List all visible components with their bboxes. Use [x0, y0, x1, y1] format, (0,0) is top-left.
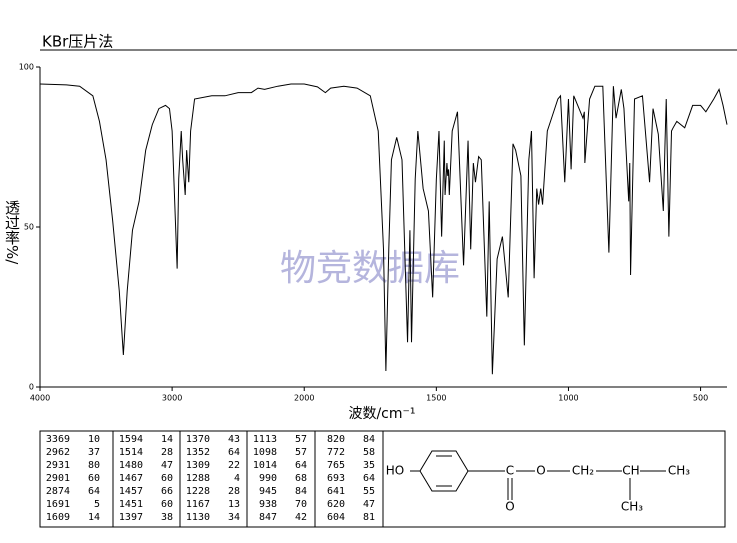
- peak-wavenumber: 2874: [46, 486, 70, 497]
- y-tick-label: 50: [24, 223, 34, 232]
- peak-wavenumber: 990: [259, 473, 277, 484]
- peak-transmittance: 14: [161, 434, 173, 445]
- structure-label: O: [536, 464, 545, 478]
- peak-wavenumber: 1514: [119, 447, 143, 458]
- y-axis-label: 透过率%/: [3, 200, 21, 265]
- peak-wavenumber: 1113: [253, 434, 277, 445]
- structure-label: CH₃: [621, 500, 643, 514]
- watermark: 物竞数据库: [280, 248, 460, 289]
- structure-label: CH: [622, 464, 639, 478]
- peak-transmittance: 22: [228, 460, 240, 471]
- peak-wavenumber: 1609: [46, 512, 70, 523]
- peak-wavenumber: 945: [259, 486, 277, 497]
- peak-transmittance: 42: [295, 512, 307, 523]
- peak-transmittance: 57: [295, 447, 307, 458]
- peak-transmittance: 38: [161, 512, 173, 523]
- peak-transmittance: 28: [161, 447, 173, 458]
- header-title: KBr压片法: [42, 33, 113, 51]
- peak-wavenumber: 1480: [119, 460, 143, 471]
- peak-transmittance: 64: [88, 486, 100, 497]
- peak-transmittance: 13: [228, 499, 240, 510]
- peak-transmittance: 80: [88, 460, 100, 471]
- peak-transmittance: 5: [94, 499, 100, 510]
- benzene-ring: [419, 450, 469, 492]
- peak-wavenumber: 1167: [186, 499, 210, 510]
- peak-transmittance: 64: [363, 473, 375, 484]
- x-tick-label: 2000: [294, 394, 314, 403]
- peak-wavenumber: 1288: [186, 473, 210, 484]
- peak-wavenumber: 1451: [119, 499, 143, 510]
- peak-wavenumber: 620: [327, 499, 345, 510]
- peak-transmittance: 55: [363, 486, 375, 497]
- peak-wavenumber: 1352: [186, 447, 210, 458]
- y-tick-label: 0: [29, 383, 34, 392]
- peak-wavenumber: 2901: [46, 473, 70, 484]
- peak-wavenumber: 820: [327, 434, 345, 445]
- peak-wavenumber: 1130: [186, 512, 210, 523]
- x-tick-label: 1000: [558, 394, 578, 403]
- peak-wavenumber: 1370: [186, 434, 210, 445]
- peak-wavenumber: 604: [327, 512, 345, 523]
- peak-transmittance: 58: [363, 447, 375, 458]
- peak-wavenumber: 1457: [119, 486, 143, 497]
- x-tick-label: 4000: [30, 394, 50, 403]
- peak-wavenumber: 641: [327, 486, 345, 497]
- peak-wavenumber: 938: [259, 499, 277, 510]
- x-axis-label: 波数/cm⁻¹: [348, 406, 415, 422]
- peak-wavenumber: 1309: [186, 460, 210, 471]
- peak-wavenumber: 2962: [46, 447, 70, 458]
- peak-transmittance: 35: [363, 460, 375, 471]
- peak-wavenumber: 1397: [119, 512, 143, 523]
- peak-transmittance: 70: [295, 499, 307, 510]
- peak-transmittance: 14: [88, 512, 100, 523]
- peak-transmittance: 47: [363, 499, 375, 510]
- peak-transmittance: 10: [88, 434, 100, 445]
- structure-label: O: [505, 500, 514, 514]
- peak-transmittance: 37: [88, 447, 100, 458]
- peak-wavenumber: 1467: [119, 473, 143, 484]
- peak-wavenumber: 765: [327, 460, 345, 471]
- peak-transmittance: 66: [161, 486, 173, 497]
- peak-wavenumber: 693: [327, 473, 345, 484]
- peak-transmittance: 60: [161, 473, 173, 484]
- peak-transmittance: 57: [295, 434, 307, 445]
- peak-transmittance: 28: [228, 486, 240, 497]
- peak-wavenumber: 1098: [253, 447, 277, 458]
- peak-wavenumber: 2931: [46, 460, 70, 471]
- peak-wavenumber: 1014: [253, 460, 277, 471]
- peak-transmittance: 84: [363, 434, 375, 445]
- peak-wavenumber: 3369: [46, 434, 70, 445]
- x-tick-label: 1500: [426, 394, 446, 403]
- peak-wavenumber: 847: [259, 512, 277, 523]
- structure: [410, 450, 666, 500]
- peak-wavenumber: 1594: [119, 434, 143, 445]
- peak-transmittance: 60: [161, 499, 173, 510]
- peak-wavenumber: 772: [327, 447, 345, 458]
- structure-label: CH₃: [668, 464, 690, 478]
- peak-transmittance: 34: [228, 512, 240, 523]
- peak-transmittance: 64: [295, 460, 307, 471]
- peak-transmittance: 43: [228, 434, 240, 445]
- structure-label: C: [506, 464, 514, 478]
- spectrum-line: [39, 83, 728, 375]
- peak-wavenumber: 1691: [46, 499, 70, 510]
- peak-transmittance: 60: [88, 473, 100, 484]
- peak-transmittance: 4: [234, 473, 240, 484]
- peak-transmittance: 81: [363, 512, 375, 523]
- y-tick-label: 100: [19, 63, 34, 72]
- structure-label: CH₂: [572, 464, 594, 478]
- peak-transmittance: 68: [295, 473, 307, 484]
- peak-transmittance: 64: [228, 447, 240, 458]
- peak-wavenumber: 1228: [186, 486, 210, 497]
- peak-transmittance: 47: [161, 460, 173, 471]
- peak-transmittance: 84: [295, 486, 307, 497]
- x-tick-label: 3000: [162, 394, 182, 403]
- structure-label: HO: [386, 464, 404, 478]
- x-tick-label: 500: [693, 394, 708, 403]
